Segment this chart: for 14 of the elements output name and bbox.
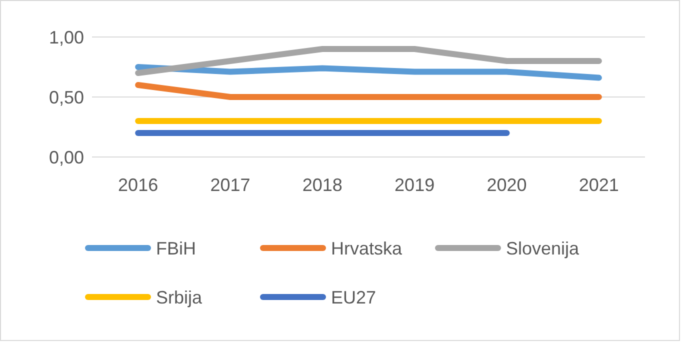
legend-label: Hrvatska <box>331 238 404 258</box>
x-tick-label: 2016 <box>118 175 158 195</box>
x-tick-label: 2021 <box>578 175 619 195</box>
y-tick-label: 0,50 <box>48 87 84 108</box>
legend-label: FBiH <box>156 238 196 258</box>
y-tick-label: 1,00 <box>48 27 84 48</box>
legend-label: Slovenija <box>506 238 580 258</box>
x-tick-label: 2017 <box>210 175 250 195</box>
legend-label: Srbija <box>156 287 204 308</box>
legend-label: EU27 <box>331 287 376 308</box>
x-tick-label: 2019 <box>394 175 435 195</box>
y-tick-label: 0,00 <box>48 147 84 168</box>
x-tick-label: 2020 <box>486 175 527 195</box>
x-tick-label: 2018 <box>302 175 342 195</box>
